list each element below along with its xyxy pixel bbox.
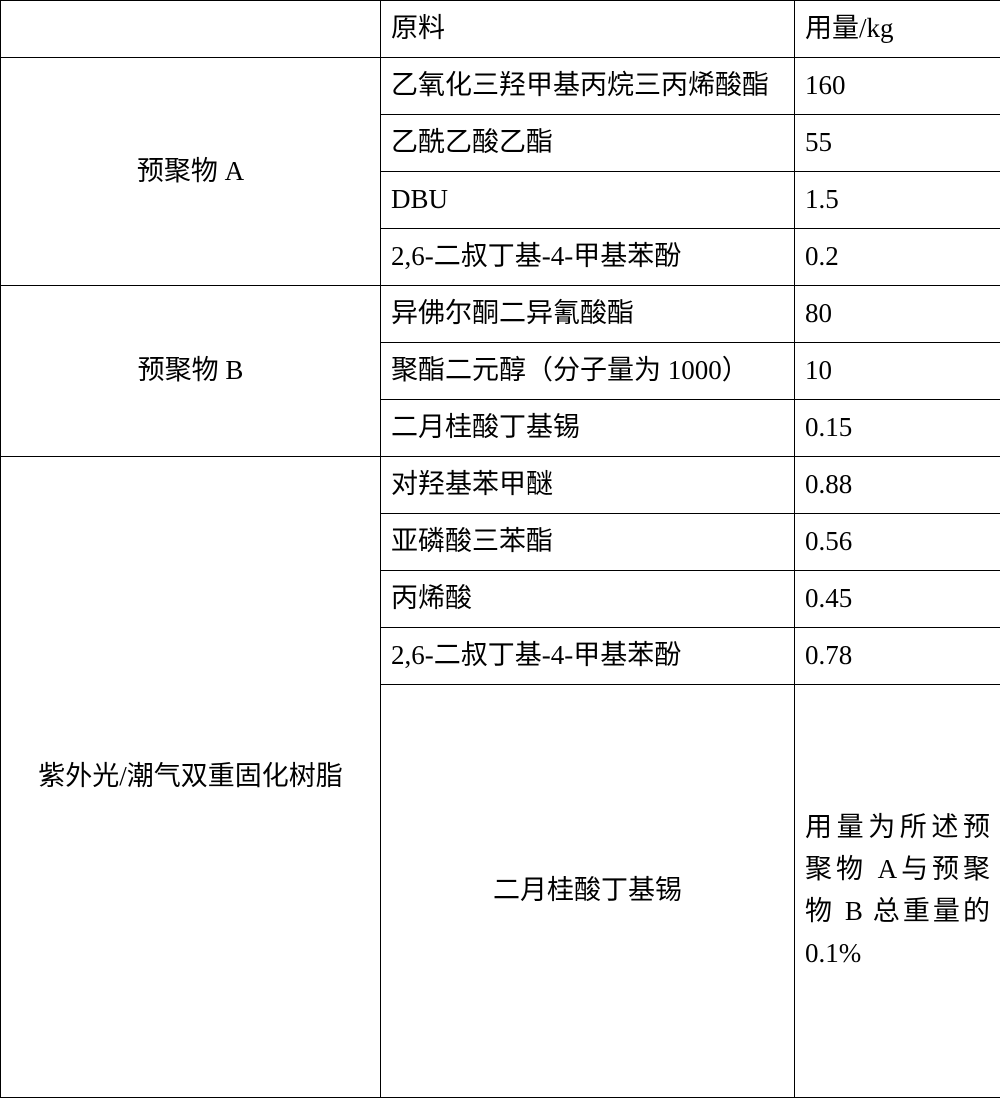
material-cell: 对羟基苯甲醚 [381,457,795,514]
header-amount: 用量/kg [795,1,1000,58]
amount-cell: 0.88 [795,457,1000,514]
header-row: 原料用量/kg [1,1,1000,58]
amount-cell: 0.56 [795,514,1000,571]
header-material: 原料 [381,1,795,58]
material-cell: 聚酯二元醇（分子量为 1000） [381,343,795,400]
amount-cell: 10 [795,343,1000,400]
material-cell: 乙氧化三羟甲基丙烷三丙烯酸酯 [381,58,795,115]
material-cell: 亚磷酸三苯酯 [381,514,795,571]
group-label: 预聚物 A [1,58,381,286]
material-cell: 2,6-二叔丁基-4-甲基苯酚 [381,229,795,286]
material-cell: 丙烯酸 [381,571,795,628]
amount-cell: 0.2 [795,229,1000,286]
amount-cell: 160 [795,58,1000,115]
table-row: 预聚物 A乙氧化三羟甲基丙烷三丙烯酸酯160 [1,58,1000,115]
material-cell: 乙酰乙酸乙酯 [381,115,795,172]
materials-table: 原料用量/kg预聚物 A乙氧化三羟甲基丙烷三丙烯酸酯160乙酰乙酸乙酯55DBU… [0,0,1000,1098]
table-row: 预聚物 B异佛尔酮二异氰酸酯80 [1,286,1000,343]
header-blank [1,1,381,58]
amount-cell: 0.15 [795,400,1000,457]
amount-cell: 55 [795,115,1000,172]
material-cell: 二月桂酸丁基锡 [381,400,795,457]
amount-cell: 1.5 [795,172,1000,229]
material-cell: 异佛尔酮二异氰酸酯 [381,286,795,343]
amount-cell: 0.78 [795,628,1000,685]
amount-cell: 用量为所述预聚物 A与预聚物 B 总重量的0.1% [795,685,1000,1098]
material-cell: 二月桂酸丁基锡 [381,685,795,1098]
material-cell: DBU [381,172,795,229]
table-row: 紫外光/潮气双重固化树脂对羟基苯甲醚0.88 [1,457,1000,514]
amount-cell: 80 [795,286,1000,343]
group-label: 紫外光/潮气双重固化树脂 [1,457,381,1098]
group-label: 预聚物 B [1,286,381,457]
material-cell: 2,6-二叔丁基-4-甲基苯酚 [381,628,795,685]
amount-cell: 0.45 [795,571,1000,628]
